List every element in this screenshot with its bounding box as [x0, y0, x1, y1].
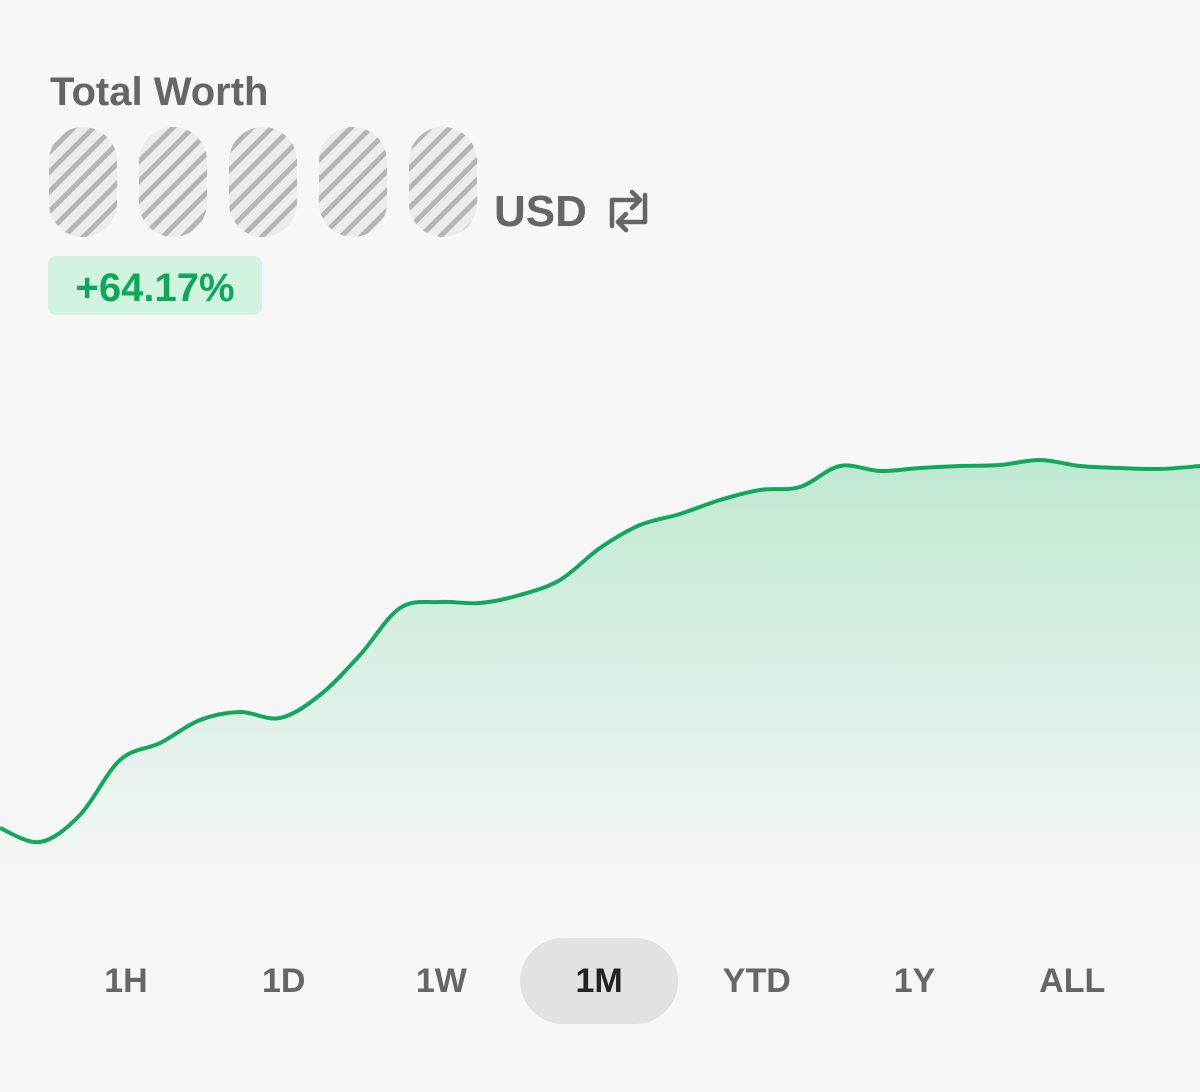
- title: Total Worth: [50, 70, 268, 114]
- range-tabs: 1H 1D 1W 1M YTD 1Y ALL: [104, 938, 1105, 1024]
- range-tab[interactable]: YTD: [723, 962, 791, 1000]
- swap-currency-icon[interactable]: [609, 189, 648, 233]
- range-tab[interactable]: 1Y: [894, 962, 936, 1000]
- currency: USD: [494, 187, 587, 236]
- range-tab[interactable]: 1W: [416, 962, 468, 1000]
- hidden-amount: [49, 127, 477, 237]
- range-tab[interactable]: 1M: [575, 962, 622, 1000]
- digit-mask: [139, 127, 207, 237]
- range-tab[interactable]: 1H: [104, 962, 147, 1000]
- digit-mask: [319, 127, 387, 237]
- digit-mask: [49, 127, 117, 237]
- change-percent: +64.17%: [75, 266, 234, 310]
- change-badge: [48, 256, 262, 315]
- price-line: [0, 457, 1200, 845]
- chart: [0, 457, 1200, 870]
- digit-mask: [229, 127, 297, 237]
- selected-tab-bg: [520, 938, 679, 1024]
- range-tab[interactable]: ALL: [1039, 962, 1105, 1000]
- area-fill: [0, 459, 1200, 870]
- digit-mask: [409, 127, 477, 237]
- range-tab[interactable]: 1D: [262, 962, 305, 1000]
